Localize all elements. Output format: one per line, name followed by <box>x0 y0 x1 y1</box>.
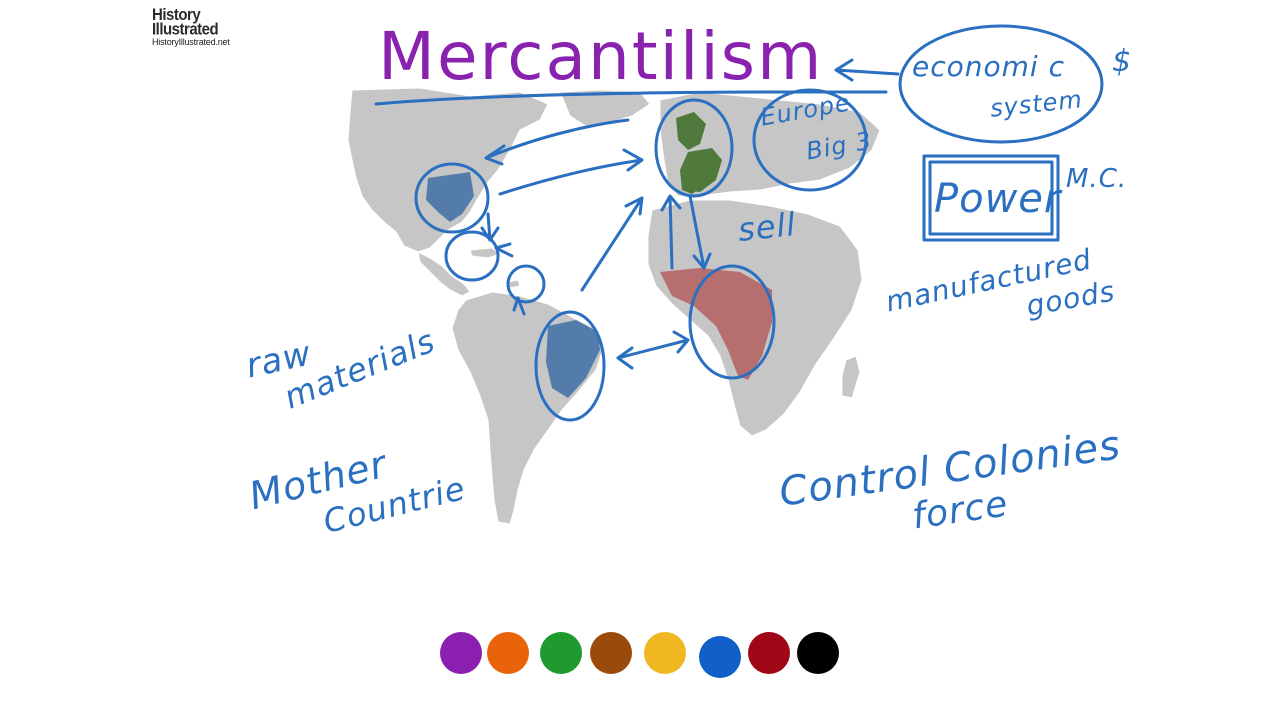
north-america-circle <box>414 162 490 234</box>
arrow-north-america-to-europe <box>498 148 644 196</box>
central-america-landmass <box>417 251 471 297</box>
power-box-inner <box>928 160 1054 236</box>
arrow-europe-to-africa <box>688 194 712 270</box>
label-power: Power <box>934 176 1062 222</box>
logo-line1: History <box>152 5 201 25</box>
world-map <box>347 87 881 525</box>
logo-line2: Illustrated <box>152 20 219 39</box>
ink-strokes <box>374 24 1104 422</box>
label-economic: economi c <box>912 50 1065 83</box>
arrow-south-to-caribbean <box>494 242 514 258</box>
arrow-africa-to-europe <box>660 194 682 270</box>
colonial-america-region <box>426 172 474 222</box>
label-mc: M.C. <box>1066 164 1128 194</box>
label-sell: sell <box>736 205 798 249</box>
label-dollar-sign: $ <box>1112 44 1133 79</box>
history-illustrated-logo: History Illustrated HistoryIllustrated.n… <box>152 5 252 47</box>
west-africa-region <box>660 268 772 380</box>
arrow-brazil-to-caribbean <box>512 296 526 316</box>
swatch-orange[interactable] <box>487 632 529 674</box>
swatch-yellow[interactable] <box>644 632 686 674</box>
swatch-red[interactable] <box>748 632 790 674</box>
britain-region <box>676 112 706 150</box>
swatch-purple[interactable] <box>440 632 482 674</box>
title-underline <box>374 90 888 106</box>
arrow-north-america-to-caribbean <box>480 212 500 242</box>
swatch-black[interactable] <box>797 632 839 674</box>
brazil-circle <box>534 310 606 422</box>
swatch-blue[interactable] <box>699 636 741 678</box>
europe-circle <box>654 98 734 198</box>
logo-wordmark: History Illustrated <box>152 5 252 39</box>
logo-url: HistoryIllustrated.net <box>152 37 230 47</box>
swatch-brown[interactable] <box>590 632 632 674</box>
arrow-to-title <box>834 58 900 82</box>
arrow-south-america-to-europe <box>580 196 644 292</box>
africa-circle <box>688 264 776 380</box>
arrow-europe-to-north-america <box>484 118 630 166</box>
north-america-landmass <box>347 87 549 253</box>
double-arrow-brazil-africa <box>616 330 690 370</box>
economic-system-circle <box>898 24 1104 144</box>
greenland-landmass <box>559 89 651 127</box>
caribbean-circle <box>444 230 500 282</box>
swatch-green[interactable] <box>540 632 582 674</box>
europe-big3-circle <box>752 88 868 192</box>
page-title: Mercantilism <box>378 18 824 95</box>
spain-region <box>682 172 706 194</box>
small-caribbean-circle <box>506 264 546 304</box>
power-box <box>922 154 1060 242</box>
brazil-region <box>546 320 600 398</box>
madagascar-landmass <box>841 355 861 399</box>
